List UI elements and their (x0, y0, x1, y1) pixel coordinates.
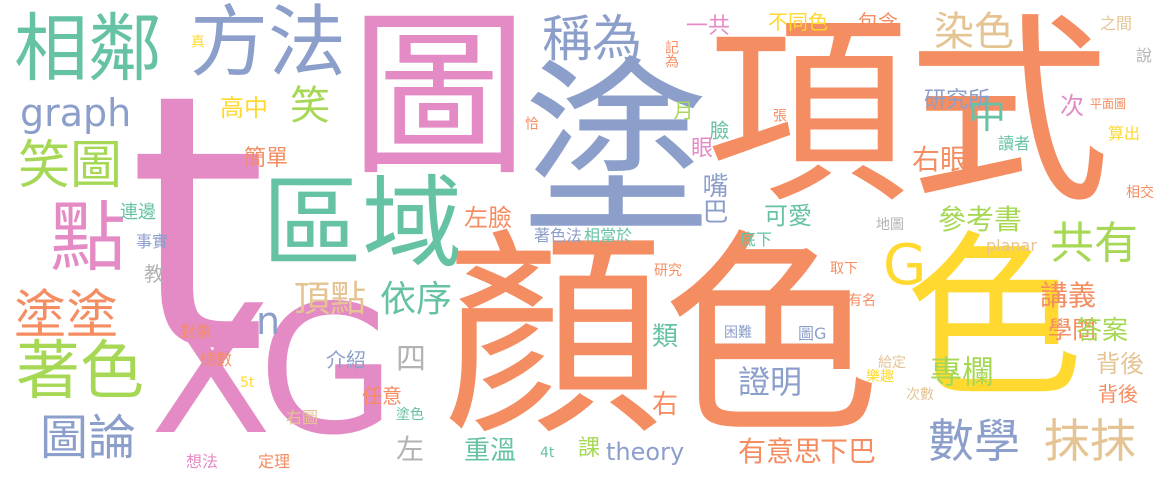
word-xianglin: 相鄰 (14, 6, 162, 92)
word-xiangdangyu: 相當於 (584, 226, 633, 245)
word-shishi: 事實 (136, 232, 169, 251)
word-dingli: 定理 (258, 452, 291, 471)
word-planar: planar (986, 236, 1037, 255)
word-jiangyi: 講義 (1040, 279, 1097, 312)
word-g-small: G (883, 233, 927, 298)
word-duixiang: 對象 (180, 322, 213, 341)
word-jiandan: 簡單 (244, 146, 289, 171)
word-dingdian: 頂點 (294, 279, 367, 320)
word-yigong: 一共 (686, 14, 731, 39)
word-se: 色 (905, 215, 1083, 422)
word-jiao: 教 (144, 262, 164, 286)
word-xiangfa: 想法 (186, 452, 219, 471)
word-qia: 恰 (523, 116, 539, 130)
word-xiaotu: 笑圖 (18, 136, 123, 196)
word-kunnan: 困難 (724, 325, 752, 341)
word-zhong: 中 (968, 93, 1007, 137)
word-youming: 有名 (848, 293, 876, 309)
word-shuo: 說 (1136, 46, 1153, 65)
word-theory: theory (606, 438, 685, 466)
word-ditu: 地圖 (876, 217, 904, 233)
word-keai: 可愛 (764, 202, 812, 230)
word-tu-diagram: 圖 (350, 0, 528, 200)
word-shuxue: 數學 (928, 414, 1020, 468)
word-zhen: 真 (189, 34, 205, 48)
word-zongshu: 總數 (200, 350, 233, 369)
word-yanjiu: 研究 (654, 263, 682, 279)
word-si: 四 (396, 342, 426, 377)
word-xuewen: 學問 (1048, 316, 1096, 344)
word-yan: 眼 (687, 136, 712, 158)
word-tutu: 塗塗 (14, 286, 119, 346)
word-quxia: 取下 (830, 261, 858, 277)
word-momo: 抹抹 (1044, 414, 1136, 468)
word-ranse: 染色 (934, 9, 1014, 55)
word-tuse: 塗色 (396, 407, 424, 423)
word-tulun: 圖論 (40, 410, 137, 466)
word-tu: 塗 (522, 42, 710, 261)
word-xiao: 笑 (290, 83, 330, 129)
word-lian: 臉 (706, 120, 730, 140)
word-ke: 課 (578, 436, 601, 461)
word-baohan: 包含 (858, 10, 898, 34)
word-t: t (128, 18, 268, 432)
word-duzhe: 讀者 (998, 134, 1031, 153)
word-yanjiusuo: 研究所 (924, 88, 991, 113)
word-chengwei: 稱為 (542, 10, 642, 68)
word-xiaba: 下巴 (820, 435, 877, 468)
word-lei: 類 (652, 322, 679, 352)
word-xiangjiao: 相交 (1126, 185, 1154, 201)
word-gaozhong: 高中 (220, 94, 268, 122)
word-chongwen: 重溫 (464, 436, 517, 466)
word-ci: 次 (1060, 92, 1084, 120)
word-cishu: 樂趣 (866, 369, 894, 385)
word-zhang: 張 (771, 108, 787, 122)
word-4t: 4t (540, 445, 555, 461)
word-butongse: 不同色 (768, 10, 828, 34)
word-zuo: 左 (396, 433, 425, 466)
word-5t: 5t (240, 375, 255, 391)
word-yue: 月 (670, 100, 694, 120)
word-zuolian: 左臉 (464, 204, 512, 232)
word-gongyou: 共有 (1050, 218, 1138, 269)
word-xiangshi: 項式 (706, 0, 1110, 231)
word-zuiba: 嘴巴 (698, 172, 728, 224)
word-zhengming: 證明 (738, 363, 803, 401)
word-tug: 圖G (798, 324, 827, 343)
word-geiding: 次數 (906, 387, 934, 403)
word-yanse: 顏色 (444, 212, 880, 465)
word-yiqu: 專欄 (930, 353, 995, 391)
word-youyisi: 有意思 (738, 435, 823, 468)
word-fangfa: 方法 (190, 0, 347, 88)
word-zhuanlan: 背後 (1098, 382, 1138, 406)
word-suanchu: 算出 (1108, 124, 1141, 143)
word-graph: graph (20, 91, 132, 135)
word-taolun: 給定 (878, 355, 906, 371)
word-beihou: 背後 (1096, 350, 1144, 378)
word-daan: 答案 (1076, 316, 1129, 346)
word-zhijian: 之間 (1100, 14, 1133, 33)
word-dixia: 底下 (740, 230, 773, 249)
word-xg: XG (150, 267, 396, 474)
word-lianbian: 連邊 (120, 202, 156, 223)
word-dian: 點 (50, 193, 126, 282)
word-zhuose: 著色 (16, 335, 144, 409)
word-you: 右 (652, 390, 679, 420)
word-youyan: 右眼 (912, 143, 969, 176)
word-jiwei: 記為 (663, 40, 679, 68)
word-renyi: 任意 (362, 384, 402, 408)
word-jieshao: 介紹 (326, 348, 366, 372)
word-youtu: 右圖 (286, 408, 319, 427)
word-cankaoshu: 參考書 (938, 203, 1023, 236)
word-pingmiantu: 平面圖 (1090, 97, 1127, 111)
word-quyu: 區域 (262, 165, 462, 282)
word-zhuosefa: 著色法 (534, 226, 583, 245)
word-n: n (256, 299, 281, 343)
word-yixu: 依序 (380, 279, 453, 320)
